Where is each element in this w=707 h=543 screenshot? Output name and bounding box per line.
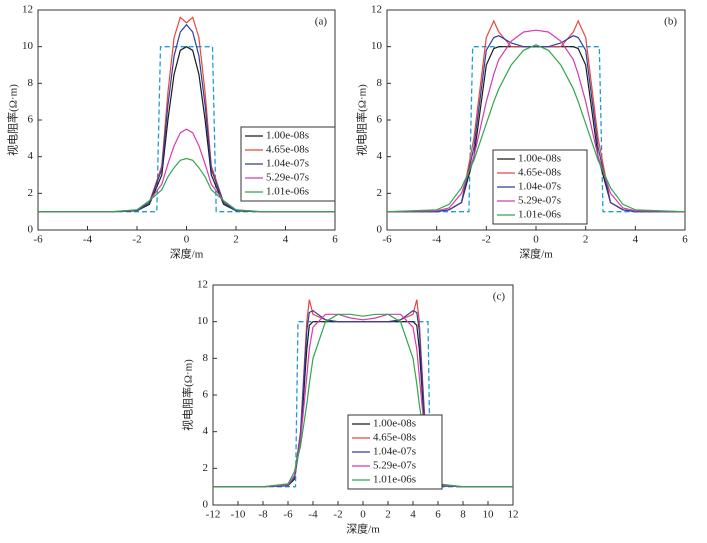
series-line — [386, 29, 686, 213]
legend-label: 5.29e-07s — [373, 460, 416, 472]
y-tick-label: 10 — [197, 315, 209, 327]
y-tick-label: 10 — [371, 40, 383, 52]
y-axis-label: 视电阻率(Ω·m) — [355, 84, 369, 156]
x-tick-label: -2 — [482, 234, 491, 246]
y-tick-label: 12 — [22, 4, 33, 16]
x-tick-label: 2 — [233, 234, 239, 246]
y-tick-label: 0 — [203, 499, 209, 511]
legend-label: 4.65e-08s — [373, 432, 416, 444]
x-tick-label: 6 — [682, 234, 688, 246]
x-tick-label: 8 — [460, 509, 466, 521]
legend-label: 4.65e-08s — [266, 144, 309, 156]
x-tick-label: -2 — [333, 509, 342, 521]
x-tick-label: -6 — [283, 509, 293, 521]
x-tick-label: -10 — [231, 509, 246, 521]
legend-label: 5.29e-07s — [266, 172, 309, 184]
x-tick-label: -4 — [432, 234, 442, 246]
x-tick-label: -6 — [382, 234, 392, 246]
x-tick-label: -12 — [206, 509, 221, 521]
y-tick-label: 0 — [377, 224, 383, 236]
y-tick-label: 6 — [28, 114, 34, 126]
x-axis-label: 深度/m — [170, 247, 204, 261]
y-axis-label: 视电阻率(Ω·m) — [6, 84, 20, 156]
x-tick-label: 10 — [483, 509, 495, 521]
y-tick-label: 2 — [377, 187, 383, 199]
y-tick-label: 12 — [197, 279, 208, 291]
y-tick-label: 4 — [203, 425, 209, 437]
legend-label: 1.01e-06s — [518, 209, 561, 221]
chart-panel: -12 -10 -8 -6 -4 -2 0 2 4 6 8 10 12 0 2 4 6 8 10 12 深度/m 视电阻率… — [181, 279, 519, 536]
x-tick-label: -8 — [258, 509, 268, 521]
legend-label: 5.29e-07s — [518, 195, 561, 207]
x-tick-label: 6 — [435, 509, 441, 521]
x-tick-label: 4 — [283, 234, 289, 246]
x-tick-label: 0 — [360, 509, 366, 521]
legend-label: 1.01e-06s — [266, 186, 309, 198]
x-tick-label: 4 — [633, 234, 639, 246]
x-axis-label: 深度/m — [519, 247, 553, 261]
x-tick-label: 0 — [184, 234, 190, 246]
y-tick-label: 10 — [22, 40, 34, 52]
panel-label: (a) — [315, 16, 328, 28]
panel-label: (c) — [493, 291, 506, 303]
y-tick-label: 0 — [28, 224, 34, 236]
legend-label: 1.00e-08s — [518, 153, 561, 165]
y-tick-label: 6 — [377, 114, 383, 126]
x-tick-label: 0 — [533, 234, 539, 246]
legend-label: 4.65e-08s — [518, 167, 561, 179]
legend-label: 1.04e-07s — [266, 158, 309, 170]
panel-label: (b) — [664, 16, 677, 28]
y-tick-label: 12 — [371, 4, 382, 16]
legend-label: 1.01e-06s — [373, 474, 416, 486]
x-tick-label: 6 — [332, 234, 338, 246]
x-tick-label: -4 — [83, 234, 93, 246]
y-tick-label: 8 — [377, 77, 383, 89]
y-tick-label: 8 — [203, 352, 209, 364]
x-tick-label: -6 — [33, 234, 43, 246]
x-tick-label: 2 — [385, 509, 391, 521]
chart-panel: -6 -4 -2 0 2 4 6 0 2 4 6 8 10 12 深度/m 视电阻率(Ω·m) (b) 1.00e… — [355, 4, 689, 261]
x-tick-label: -4 — [308, 509, 318, 521]
x-axis-label: 深度/m — [346, 522, 380, 536]
legend-label: 1.04e-07s — [373, 446, 416, 458]
model-line — [38, 46, 335, 213]
legend-label: 1.04e-07s — [518, 181, 561, 193]
series-line — [386, 44, 686, 213]
legend-label: 1.00e-08s — [266, 130, 309, 142]
y-tick-label: 6 — [203, 389, 209, 401]
series-line — [38, 157, 335, 213]
series-line — [387, 35, 685, 213]
x-tick-label: 2 — [583, 234, 589, 246]
y-axis-label: 视电阻率(Ω·m) — [181, 359, 195, 431]
y-tick-label: 8 — [28, 77, 34, 89]
x-tick-label: 12 — [508, 509, 519, 521]
x-tick-label: -2 — [132, 234, 141, 246]
y-tick-label: 4 — [377, 150, 383, 162]
chart-panel: -6 -4 -2 0 2 4 6 0 2 4 6 8 10 12 深度/m 视电阻率(Ω·m) (a) 1.00e… — [6, 4, 339, 261]
legend-label: 1.00e-08s — [373, 418, 416, 430]
y-tick-label: 2 — [28, 187, 34, 199]
series-line — [38, 23, 335, 213]
y-tick-label: 4 — [28, 150, 34, 162]
x-tick-label: 4 — [410, 509, 416, 521]
y-tick-label: 2 — [203, 462, 209, 474]
model-line — [387, 46, 685, 213]
